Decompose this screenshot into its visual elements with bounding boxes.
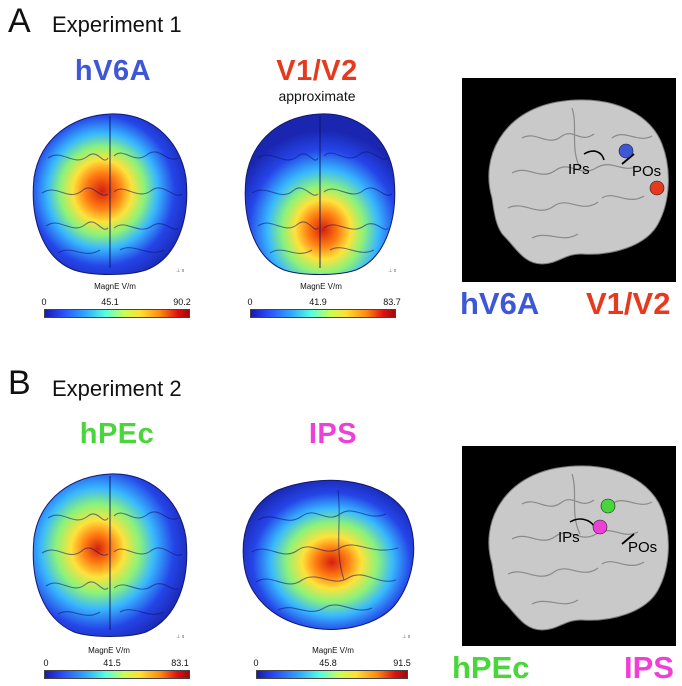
colorbar bbox=[250, 309, 396, 318]
pos-sulcus-line bbox=[621, 153, 635, 165]
pos-sulcus-line bbox=[621, 533, 635, 545]
tick-min: 0 bbox=[43, 658, 49, 668]
colorbar bbox=[44, 670, 190, 679]
panel-b-map1-region: hPEc bbox=[79, 418, 155, 450]
lateral-brain-view-b: IPs POs bbox=[462, 446, 676, 646]
lateral-brain-view-a: IPs POs bbox=[462, 78, 676, 282]
tick-mid: 41.9 bbox=[309, 297, 327, 307]
tick-min: 0 bbox=[253, 658, 259, 668]
axis-glyph: ⊥ x bbox=[176, 268, 185, 274]
legend-hv6a: hV6A bbox=[460, 286, 540, 321]
ips-sulcus-line bbox=[583, 150, 605, 161]
colorbar bbox=[256, 670, 408, 679]
tick-mid: 41.5 bbox=[103, 658, 121, 668]
panel-a-title: Experiment 1 bbox=[52, 12, 182, 37]
panel-b-map2-region: IPS bbox=[308, 418, 358, 450]
axis-glyph: ⊥ x bbox=[176, 634, 185, 640]
sulcus-label-pos: POs bbox=[628, 539, 657, 556]
legend-v1v2: V1/V2 bbox=[586, 286, 671, 321]
brain-efield-map-hv6a bbox=[32, 113, 188, 275]
panel-b-title: Experiment 2 bbox=[52, 376, 182, 401]
tick-min: 0 bbox=[247, 297, 253, 307]
target-marker-v1v2 bbox=[649, 180, 665, 196]
axis-glyph: ⊥ x bbox=[402, 634, 411, 640]
axis-glyph: ⊥ x bbox=[388, 268, 397, 274]
ips-sulcus-line bbox=[569, 518, 595, 527]
panel-a-map2-subtitle: approximate bbox=[278, 88, 356, 104]
colorbar bbox=[44, 309, 190, 318]
sulcus-label-ips: IPs bbox=[558, 529, 580, 546]
brain-efield-map-ips bbox=[242, 479, 415, 630]
brain-efield-map-v1v2 bbox=[244, 113, 396, 275]
panel-a-letter: A bbox=[8, 2, 31, 40]
panel-b-map2-cbar-label: MagnE V/m bbox=[312, 646, 354, 655]
panel-a-map1-region: hV6A bbox=[74, 55, 152, 87]
target-marker-hv6a bbox=[618, 143, 634, 159]
tick-max: 91.5 bbox=[393, 658, 411, 668]
tick-max: 90.2 bbox=[173, 297, 191, 307]
tick-mid: 45.1 bbox=[101, 297, 119, 307]
target-marker-ips bbox=[592, 519, 608, 535]
tick-max: 83.1 bbox=[171, 658, 189, 668]
legend-ips: IPS bbox=[624, 650, 674, 685]
sulcus-label-pos: POs bbox=[632, 163, 661, 180]
panel-b-letter: B bbox=[8, 364, 31, 402]
target-marker-hpec bbox=[600, 498, 616, 514]
panel-a-map2-cbar-label: MagnE V/m bbox=[300, 282, 342, 291]
brain-efield-map-hpec bbox=[32, 473, 188, 637]
panel-b-map1-cbar-label: MagnE V/m bbox=[88, 646, 130, 655]
legend-hpec: hPEc bbox=[452, 650, 530, 685]
panel-a-map2-region: V1/V2 bbox=[276, 55, 358, 87]
tick-mid: 45.8 bbox=[319, 658, 337, 668]
panel-a-map1-cbar-label: MagnE V/m bbox=[94, 282, 136, 291]
tick-max: 83.7 bbox=[383, 297, 401, 307]
sulcus-label-ips: IPs bbox=[568, 161, 590, 178]
tick-min: 0 bbox=[41, 297, 47, 307]
